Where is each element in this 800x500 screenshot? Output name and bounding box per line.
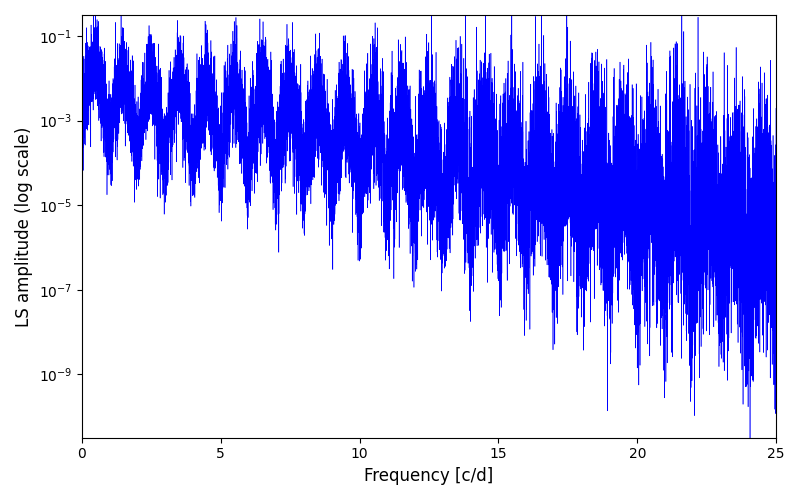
X-axis label: Frequency [c/d]: Frequency [c/d] — [364, 467, 494, 485]
Y-axis label: LS amplitude (log scale): LS amplitude (log scale) — [15, 126, 33, 326]
